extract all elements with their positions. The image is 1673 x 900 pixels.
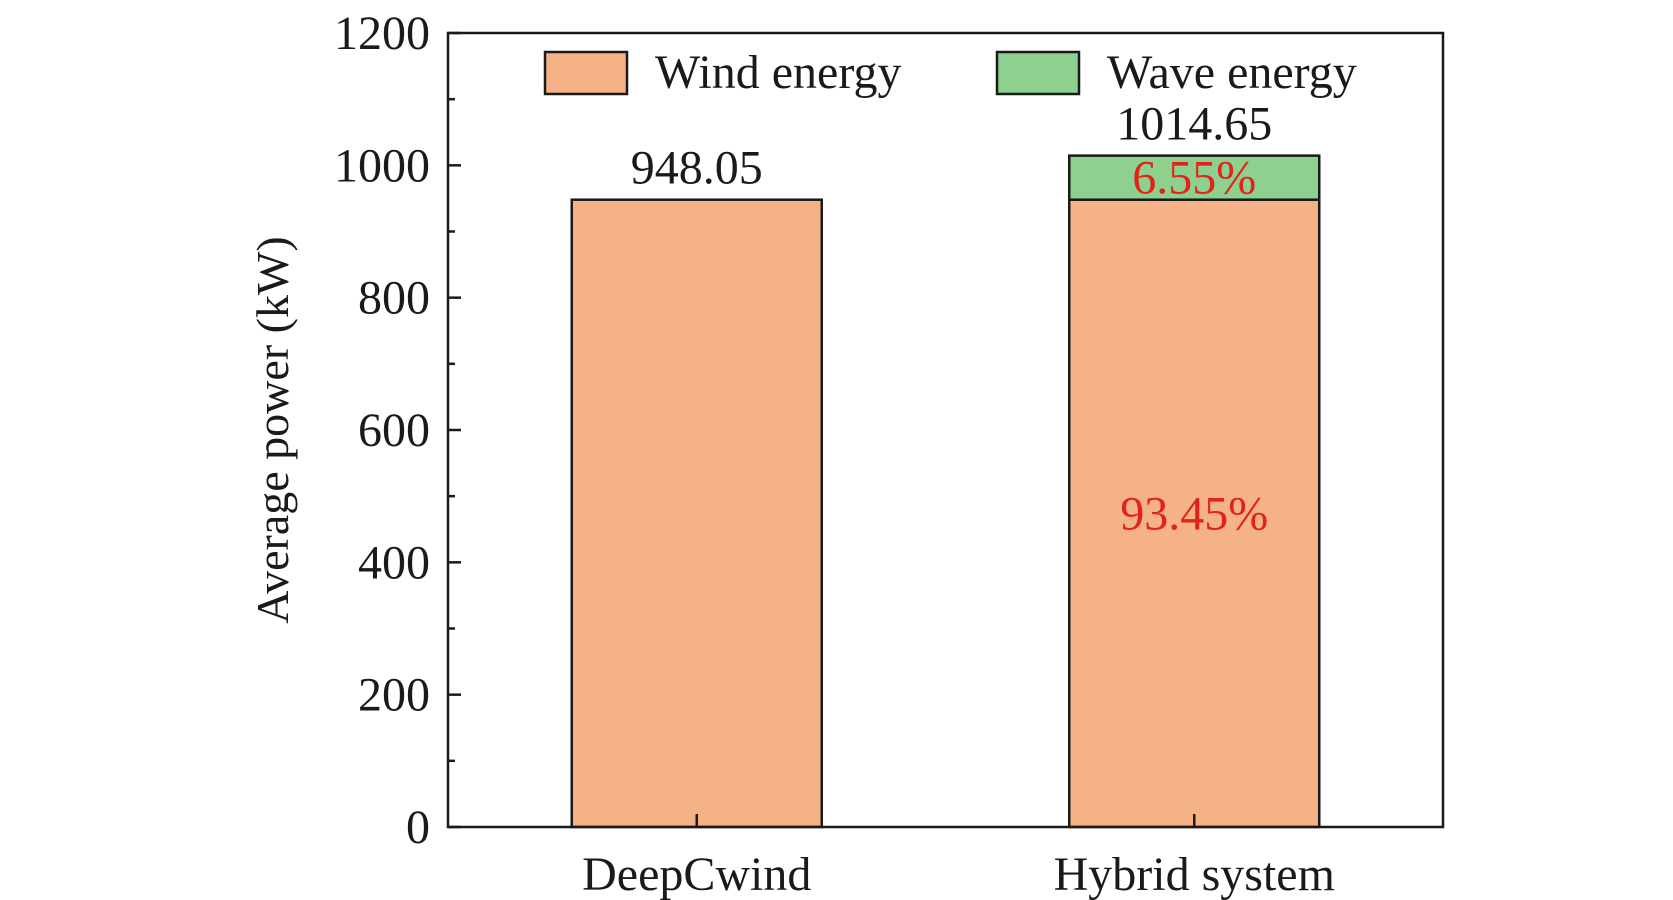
x-tick-label-2: Hybrid system: [1054, 848, 1335, 900]
y-tick-label: 400: [358, 536, 430, 589]
value-labels-group: 948.05 1014.65 93.45% 6.55%: [631, 98, 1273, 541]
legend-swatch-wave: [995, 50, 1081, 96]
total-label-2: 1014.65: [1116, 98, 1272, 151]
legend-label-wave: Wave energy: [1107, 46, 1357, 99]
y-tick-label: 800: [358, 272, 430, 325]
legend-swatch-wind: [543, 50, 629, 96]
bar-wave-2: [1068, 154, 1321, 201]
y-tick-label: 1200: [334, 7, 430, 60]
y-axis-title: Average power (kW): [247, 236, 298, 623]
x-tick-label-1: DeepCwind: [582, 848, 811, 900]
y-axis-ticks: 0 200 400 600 800 1000 1200: [334, 7, 461, 854]
bars-group: [570, 154, 1321, 829]
y-tick-label: 0: [406, 801, 430, 854]
total-label-1: 948.05: [631, 142, 763, 195]
y-tick-label: 200: [358, 669, 430, 722]
percent-label-wave-2: 6.55%: [1132, 152, 1256, 205]
y-tick-label: 600: [358, 404, 430, 457]
legend-label-wind: Wind energy: [655, 46, 901, 99]
percent-label-wind-2: 93.45%: [1120, 487, 1268, 540]
bar-wind-2: [1068, 198, 1321, 829]
legend: Wind energy Wave energy: [543, 46, 1357, 99]
bar-wind-1: [570, 198, 823, 829]
x-axis-ticks: DeepCwind Hybrid system: [582, 814, 1335, 900]
y-tick-label: 1000: [334, 139, 430, 192]
